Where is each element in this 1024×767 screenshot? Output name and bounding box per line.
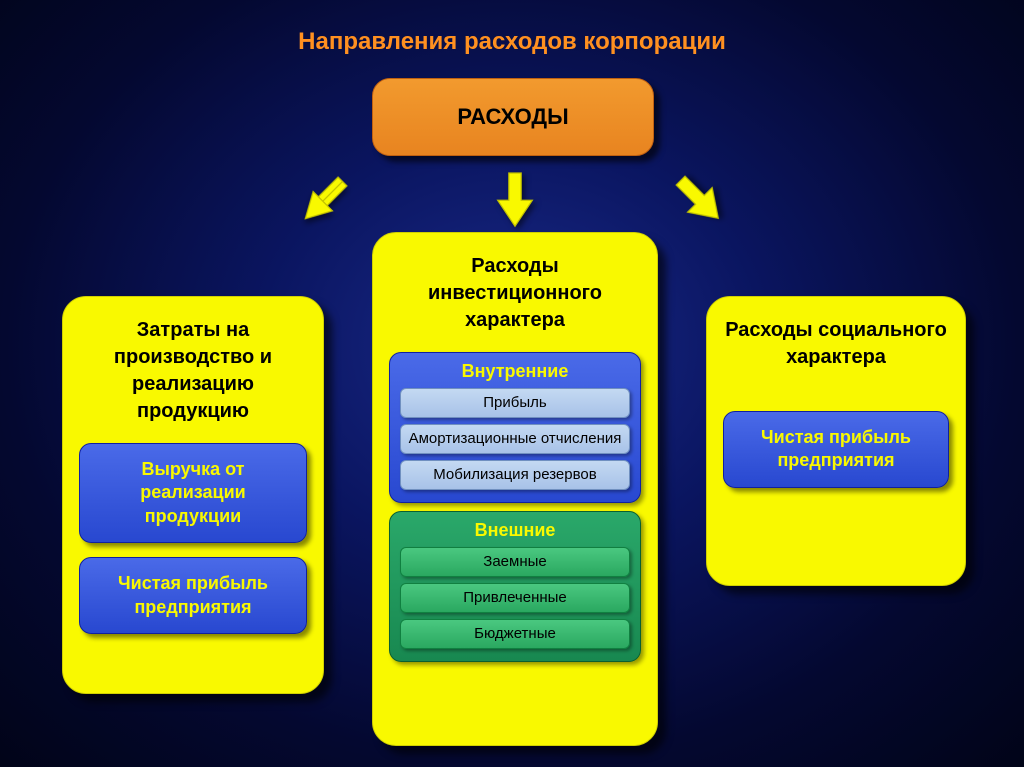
arrow-down-icon [484, 168, 546, 230]
item-mobilization: Мобилизация резервов [400, 460, 630, 490]
panel-right-heading: Расходы социального характера [723, 317, 949, 371]
item-amortization: Амортизационные отчисления [400, 424, 630, 454]
slide-title: Направления расходов корпорации [0, 28, 1024, 56]
item-profit: Прибыль [400, 388, 630, 418]
item-budget: Бюджетные [400, 619, 630, 649]
panel-social-expenses: Расходы социального характера Чистая при… [706, 296, 966, 586]
item-borrowed: Заемные [400, 547, 630, 577]
group-external-title: Внешние [400, 520, 630, 541]
group-external: Внешние Заемные Привлеченные Бюджетные [389, 511, 641, 662]
item-attracted: Привлеченные [400, 583, 630, 613]
arrow-right-icon [655, 155, 743, 243]
arrow-left-icon [281, 155, 369, 243]
block-revenue: Выручка от реализации продукции [79, 443, 307, 543]
panel-left-heading: Затраты на производство и реализацию про… [79, 317, 307, 425]
group-internal: Внутренние Прибыль Амортизационные отчис… [389, 352, 641, 503]
block-net-profit-right: Чистая прибыль предприятия [723, 411, 949, 488]
panel-investment-expenses: Расходы инвестиционного характера Внутре… [372, 232, 658, 746]
block-net-profit: Чистая прибыль предприятия [79, 557, 307, 634]
top-box-expenses: РАСХОДЫ [372, 78, 654, 156]
panel-center-heading: Расходы инвестиционного характера [389, 253, 641, 334]
panel-production-costs: Затраты на производство и реализацию про… [62, 296, 324, 694]
group-internal-title: Внутренние [400, 361, 630, 382]
